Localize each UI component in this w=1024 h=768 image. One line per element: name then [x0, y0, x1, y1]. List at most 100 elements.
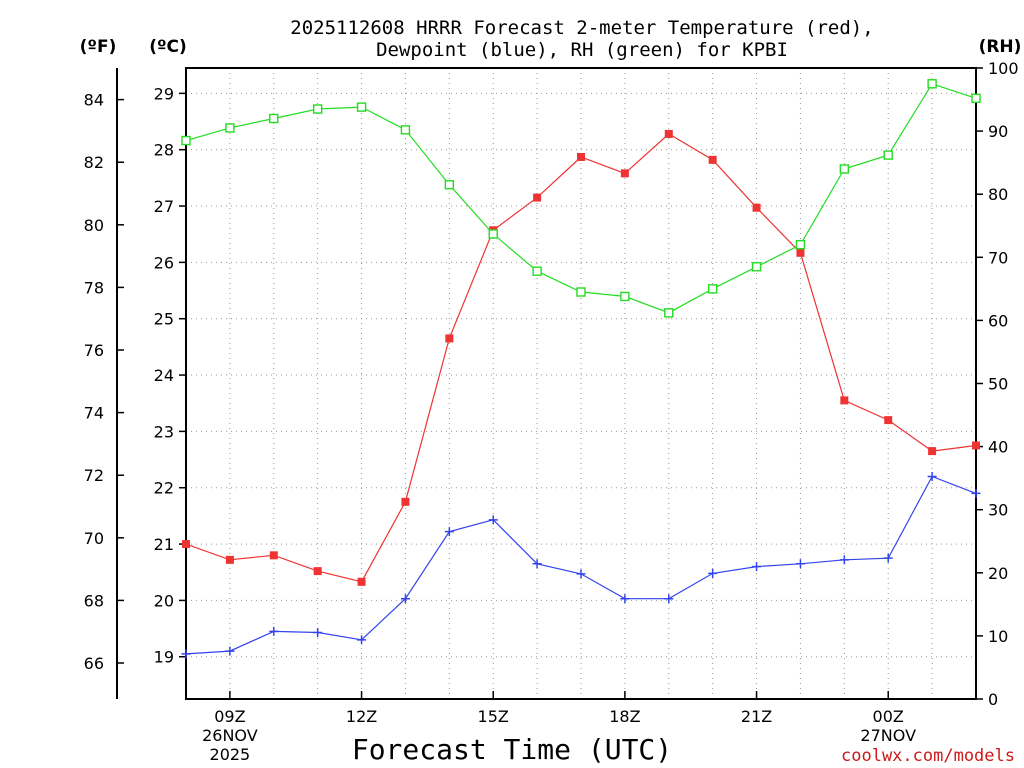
rh-point-8	[181, 135, 191, 146]
dewpoint-point-20	[708, 568, 718, 578]
rh-unit-label: (RH)	[979, 37, 1022, 57]
x-tick-label-9: 09Z	[214, 707, 245, 726]
celsius-tick-label-23: 23	[154, 422, 174, 441]
dewpoint-point-12	[357, 635, 367, 645]
dewpoint-point-16	[532, 559, 542, 569]
source-credit: coolwx.com/models	[841, 746, 1015, 766]
rh-point-19	[664, 308, 674, 318]
rh-point-21	[751, 262, 762, 272]
rh-tick-label-50: 50	[988, 375, 1008, 394]
rh-point-25	[927, 79, 937, 89]
dewpoint-point-11	[313, 628, 323, 638]
rh-tick-label-10: 10	[988, 627, 1008, 646]
rh-point-15	[488, 229, 498, 239]
fahrenheit-tick-label-80: 80	[84, 216, 104, 235]
celsius-unit-label: (ºC)	[149, 37, 187, 57]
axes: 19 20 21 22 23 24 25 26 27 28 29 66 68 70 72 74 76 78 80 82…	[84, 59, 1019, 709]
x-axis-label: Forecast Time (UTC)	[352, 733, 672, 766]
dewpoint-point-15	[488, 515, 498, 525]
rh-point-22	[795, 239, 806, 250]
fahrenheit-tick-label-76: 76	[84, 341, 104, 360]
rh-point-23	[839, 164, 850, 174]
rh-tick-label-20: 20	[988, 564, 1008, 583]
rh-tick-label-90: 90	[988, 122, 1008, 141]
dewpoint-point-18	[620, 594, 630, 604]
x-tick-date-24: 27NOV	[860, 726, 916, 745]
fahrenheit-tick-label-66: 66	[84, 654, 104, 673]
rh-point-9	[225, 123, 235, 133]
chart-title-line1: 2025112608 HRRR Forecast 2-meter Tempera…	[290, 17, 873, 39]
rh-point-26	[971, 93, 981, 103]
celsius-tick-label-27: 27	[154, 197, 174, 216]
x-tick-label-18: 18Z	[609, 707, 640, 726]
chart-title-line2: Dewpoint (blue), RH (green) for KPBI	[376, 39, 788, 61]
rh-series	[181, 79, 981, 318]
rh-point-14	[444, 180, 455, 190]
dewpoint-point-8	[181, 649, 191, 659]
x-tick-label-15: 15Z	[478, 707, 509, 726]
fahrenheit-tick-label-74: 74	[84, 404, 104, 423]
rh-point-24	[883, 150, 893, 160]
fahrenheit-tick-label-68: 68	[84, 591, 104, 610]
rh-point-13	[400, 125, 411, 135]
rh-point-20	[707, 284, 718, 294]
rh-tick-label-0: 0	[988, 690, 998, 709]
temperature-point-13	[401, 497, 410, 506]
fahrenheit-tick-label-84: 84	[84, 91, 104, 110]
x-tick-date-9: 26NOV	[202, 726, 258, 745]
dewpoint-point-26	[971, 488, 981, 498]
temperature-point-21	[752, 203, 761, 212]
temperature-point-24	[884, 416, 893, 425]
rh-tick-label-40: 40	[988, 438, 1008, 457]
temperature-point-19	[664, 129, 673, 138]
temperature-point-16	[533, 193, 542, 202]
temperature-point-23	[840, 396, 849, 405]
dewpoint-point-10	[269, 626, 279, 636]
dewpoint-point-21	[752, 562, 762, 572]
x-tick-label-12: 12Z	[346, 707, 377, 726]
rh-tick-label-100: 100	[988, 59, 1019, 78]
gridlines	[186, 68, 976, 699]
celsius-tick-label-24: 24	[154, 366, 174, 385]
temperature-point-25	[928, 447, 937, 456]
temperature-point-11	[313, 567, 322, 576]
temperature-point-9	[225, 555, 234, 564]
rh-tick-label-80: 80	[988, 185, 1008, 204]
temperature-point-10	[269, 551, 278, 560]
rh-point-11	[312, 104, 323, 114]
data-series	[181, 79, 981, 659]
celsius-tick-label-22: 22	[154, 479, 174, 498]
dewpoint-point-24	[883, 553, 893, 563]
temperature-point-18	[620, 169, 629, 178]
temperature-series	[182, 129, 980, 586]
dewpoint-point-19	[664, 594, 674, 604]
celsius-tick-label-25: 25	[154, 310, 174, 329]
dewpoint-point-9	[225, 646, 235, 656]
temperature-point-22	[796, 248, 805, 257]
rh-point-17	[576, 287, 586, 297]
x-tick-year-9: 2025	[210, 745, 251, 764]
fahrenheit-tick-label-82: 82	[84, 153, 104, 172]
dewpoint-point-17	[576, 569, 586, 579]
rh-tick-label-70: 70	[988, 248, 1008, 267]
temperature-line	[185, 133, 977, 583]
rh-point-18	[620, 291, 630, 302]
temperature-point-26	[972, 441, 980, 450]
celsius-tick-label-20: 20	[154, 591, 174, 610]
dewpoint-point-23	[839, 555, 849, 565]
temperature-point-17	[577, 153, 585, 162]
fahrenheit-tick-label-78: 78	[84, 278, 104, 297]
rh-point-10	[269, 113, 279, 124]
fahrenheit-tick-label-72: 72	[84, 466, 104, 485]
dewpoint-series	[181, 471, 981, 659]
temperature-point-20	[708, 155, 717, 164]
rh-tick-label-30: 30	[988, 501, 1008, 520]
fahrenheit-unit-label: (ºF)	[80, 37, 117, 57]
dewpoint-point-14	[444, 527, 454, 537]
rh-tick-label-60: 60	[988, 311, 1008, 330]
dewpoint-point-13	[400, 594, 410, 604]
celsius-tick-label-28: 28	[154, 141, 174, 160]
dewpoint-point-25	[927, 471, 937, 481]
dewpoint-point-22	[795, 559, 805, 569]
